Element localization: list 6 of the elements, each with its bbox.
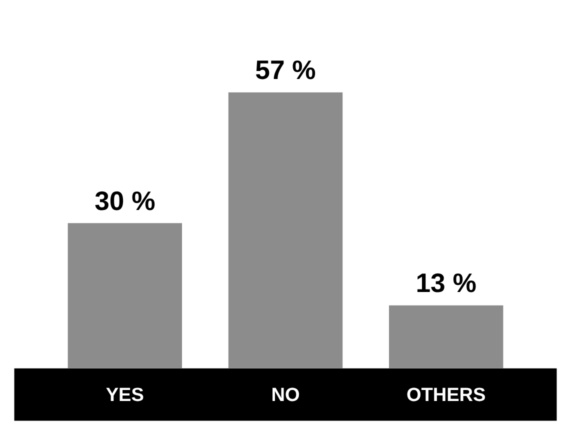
x-tick-label: NO	[271, 385, 300, 406]
data-label: 57 %	[255, 55, 316, 86]
x-tick-label: OTHERS	[406, 385, 486, 406]
data-label: 13 %	[416, 268, 476, 298]
data-label: 30 %	[94, 186, 156, 216]
x-tick-label: YES	[106, 385, 144, 406]
